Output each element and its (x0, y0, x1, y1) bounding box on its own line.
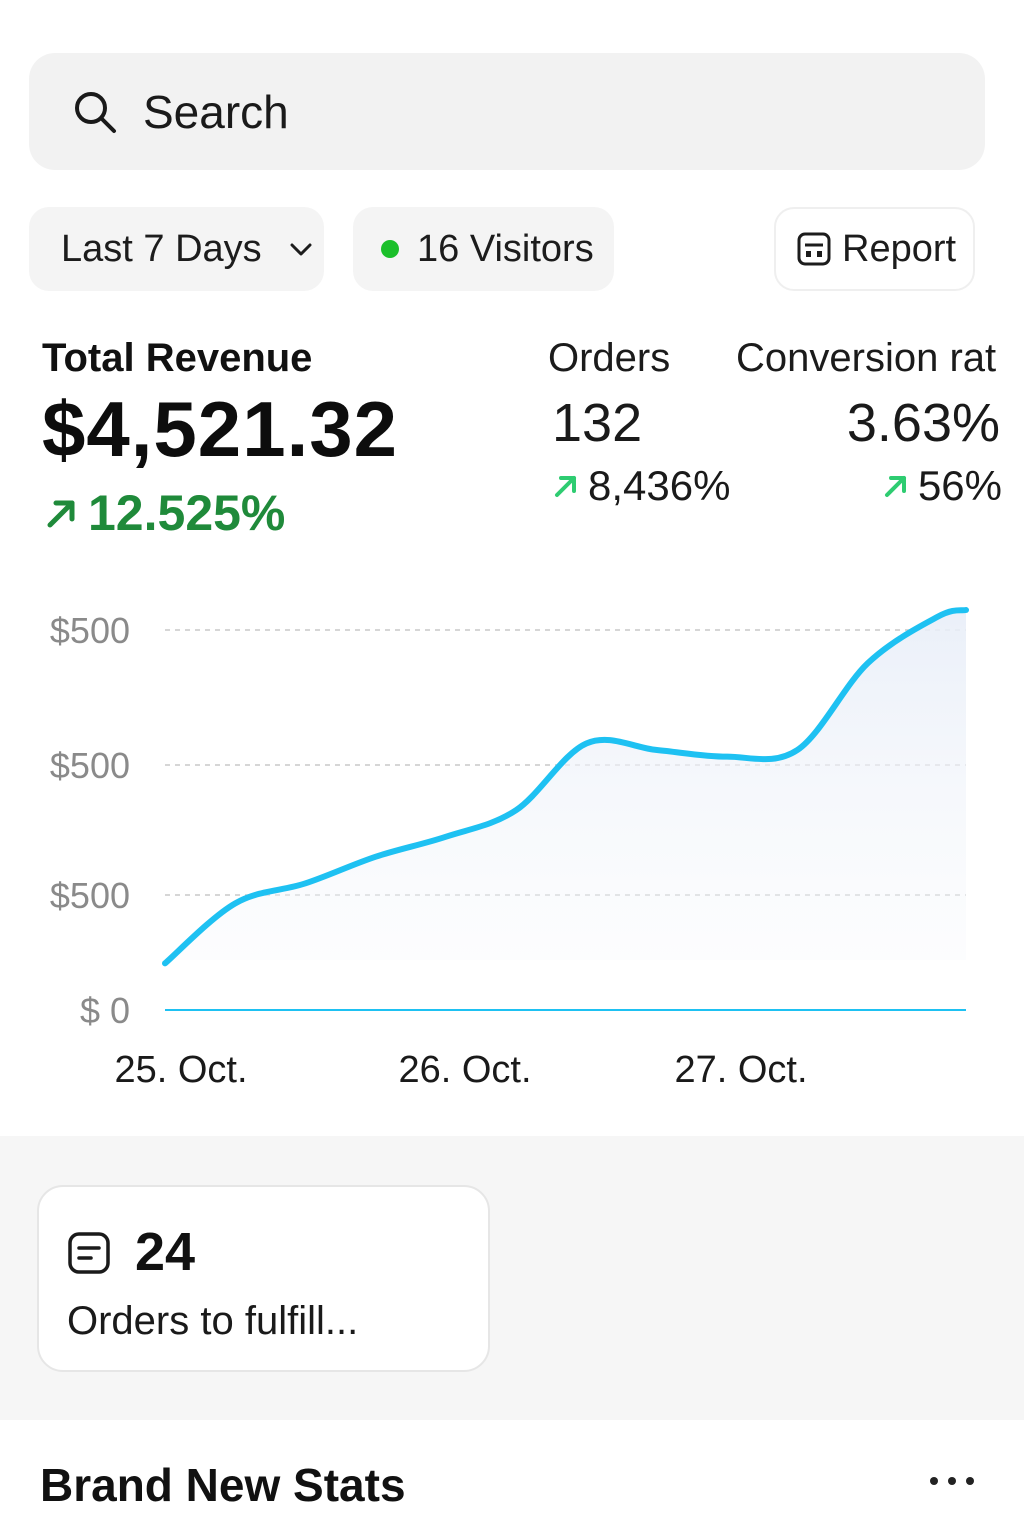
conversion-rate-label: Conversion rat (736, 336, 997, 380)
x-tick-label: 25. Oct. (114, 1049, 247, 1091)
orders-change-value: 8,436% (588, 462, 731, 509)
search-bar[interactable] (29, 53, 985, 170)
orders-value: 132 (552, 393, 643, 453)
trend-up-arrow-icon (884, 476, 906, 497)
more-dot (948, 1477, 956, 1485)
report-label: Report (842, 227, 957, 270)
conversion-rate-value: 3.63% (846, 393, 1000, 453)
search-icon (75, 91, 116, 133)
orders-to-fulfill-count: 24 (135, 1222, 196, 1282)
conversion-change-value: 56% (917, 462, 1002, 509)
trend-up-arrow-icon (555, 476, 576, 497)
orders-to-fulfill-card[interactable]: 24 Orders to fulfill... (37, 1185, 490, 1372)
more-dot (966, 1477, 974, 1485)
x-tick-label: 27. Oct. (674, 1049, 807, 1091)
y-tick-label: $500 (50, 745, 130, 786)
y-tick-label: $500 (50, 610, 130, 651)
more-dot (930, 1477, 938, 1485)
orders-label: Orders (548, 336, 671, 380)
search-input[interactable] (143, 84, 943, 139)
orders-to-fulfill-label: Orders to fulfill... (67, 1299, 359, 1343)
total-revenue-label: Total Revenue (42, 336, 313, 380)
revenue-change-value: 12.525% (88, 485, 286, 541)
conversion-change: 56% (882, 462, 1002, 510)
revenue-chart: $500 $500 $500 $ 0 25. Oct. 26. Oct. 27. Oct. (50, 607, 969, 1091)
live-status-dot-icon (381, 240, 399, 258)
revenue-line (162, 607, 969, 967)
chevron-down-icon (290, 243, 312, 256)
revenue-change: 12.525% (44, 484, 285, 542)
visitors-label: 16 Visitors (417, 227, 594, 270)
revenue-area (165, 610, 966, 964)
date-range-label: Last 7 Days (61, 227, 262, 270)
report-button[interactable]: Report (774, 207, 975, 291)
date-range-dropdown[interactable]: Last 7 Days (29, 207, 324, 291)
more-options-icon[interactable] (930, 1466, 974, 1496)
y-tick-label: $500 (50, 875, 130, 916)
y-tick-label: $ 0 (80, 990, 130, 1031)
x-tick-label: 26. Oct. (398, 1049, 531, 1091)
visitors-badge[interactable]: 16 Visitors (353, 207, 614, 291)
trend-up-arrow-icon (47, 500, 75, 528)
orders-change: 8,436% (552, 462, 730, 510)
report-icon (797, 232, 831, 266)
section-title: Brand New Stats (40, 1459, 406, 1511)
orders-box-icon (68, 1232, 110, 1274)
total-revenue-value: $4,521.32 (42, 385, 399, 473)
